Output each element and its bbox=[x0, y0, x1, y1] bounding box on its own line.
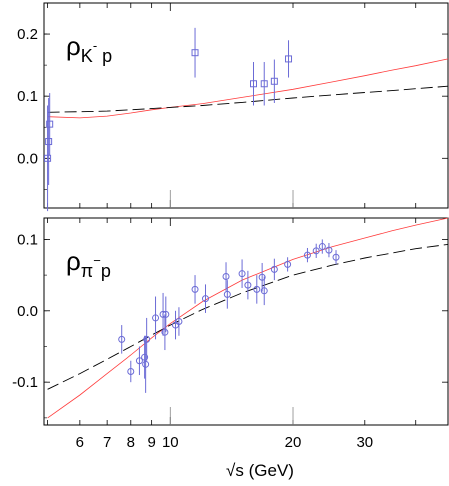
bottom-data-point bbox=[318, 243, 326, 251]
bottom-data-point bbox=[201, 295, 209, 303]
x-tick-label: 6 bbox=[76, 434, 84, 451]
top-curve-solid bbox=[47, 58, 449, 119]
x-tick-label: 30 bbox=[356, 434, 373, 451]
panel-piminus-p: -0.1 0.0 0.1 ρπ−p bbox=[12, 217, 449, 426]
top-data-point bbox=[250, 80, 258, 88]
bottom-data-point bbox=[325, 246, 333, 254]
bottom-data-point bbox=[127, 367, 135, 375]
bottom-data-point bbox=[238, 270, 246, 278]
bottom-curve-dashed bbox=[47, 243, 449, 390]
bottom-data-point bbox=[142, 360, 150, 368]
x-tick-label: 7 bbox=[103, 434, 111, 451]
bottom-data-point bbox=[260, 287, 268, 295]
x-tick-label: 8 bbox=[127, 434, 135, 451]
bottom-data-point bbox=[244, 281, 252, 289]
top-y-tick-label: 0.1 bbox=[17, 88, 38, 105]
bottom-data-point bbox=[284, 260, 292, 268]
x-tick-label: 10 bbox=[162, 434, 179, 451]
x-axis-label: √s (GeV) bbox=[226, 461, 294, 480]
bottom-panel-label: ρπ−p bbox=[66, 246, 111, 281]
top-data-point bbox=[270, 77, 278, 85]
top-panel-label: ρK- p bbox=[66, 31, 112, 66]
bottom-y-tick-label: 0.0 bbox=[17, 303, 38, 320]
bottom-data-point bbox=[191, 285, 199, 293]
top-data-point bbox=[285, 55, 293, 63]
bottom-data-point bbox=[222, 273, 230, 281]
bottom-data-point bbox=[223, 290, 231, 298]
x-tick-label: 9 bbox=[147, 434, 155, 451]
x-axis: 6 7 8 9 10 20 30 √s (GeV) bbox=[76, 434, 373, 480]
bottom-data-point bbox=[161, 328, 169, 336]
bottom-data-point bbox=[258, 273, 266, 281]
top-data-point bbox=[45, 138, 53, 146]
bottom-data-point bbox=[135, 357, 143, 365]
top-data-point bbox=[46, 120, 54, 128]
bottom-y-tick-label: -0.1 bbox=[12, 374, 38, 391]
bottom-data-point bbox=[303, 251, 311, 259]
top-plot-frame bbox=[43, 2, 449, 209]
top-curve-dashed bbox=[47, 85, 449, 113]
panel-kminus-p: 0.0 0.1 0.2 ρK- p bbox=[17, 2, 449, 212]
top-y-tick-label: 0.0 bbox=[17, 150, 38, 167]
bottom-data-point bbox=[143, 335, 151, 343]
bottom-data-point bbox=[332, 253, 340, 261]
bottom-plot-frame bbox=[43, 217, 449, 426]
bottom-curve-solid bbox=[47, 217, 449, 419]
bottom-y-tick-label: 0.1 bbox=[17, 231, 38, 248]
bottom-data-point bbox=[175, 318, 183, 325]
bottom-data-point bbox=[162, 310, 170, 318]
bottom-data-point bbox=[253, 285, 261, 293]
top-y-tick-label: 0.2 bbox=[17, 26, 38, 43]
x-tick-label: 20 bbox=[285, 434, 302, 451]
top-data-point bbox=[191, 49, 199, 57]
top-data-point bbox=[260, 80, 268, 88]
top-data-point bbox=[44, 154, 52, 162]
bottom-data-point bbox=[152, 314, 160, 322]
bottom-data-point bbox=[141, 353, 149, 361]
bottom-data-point bbox=[312, 247, 320, 255]
bottom-data-point bbox=[118, 335, 126, 343]
bottom-data-point bbox=[270, 265, 278, 273]
